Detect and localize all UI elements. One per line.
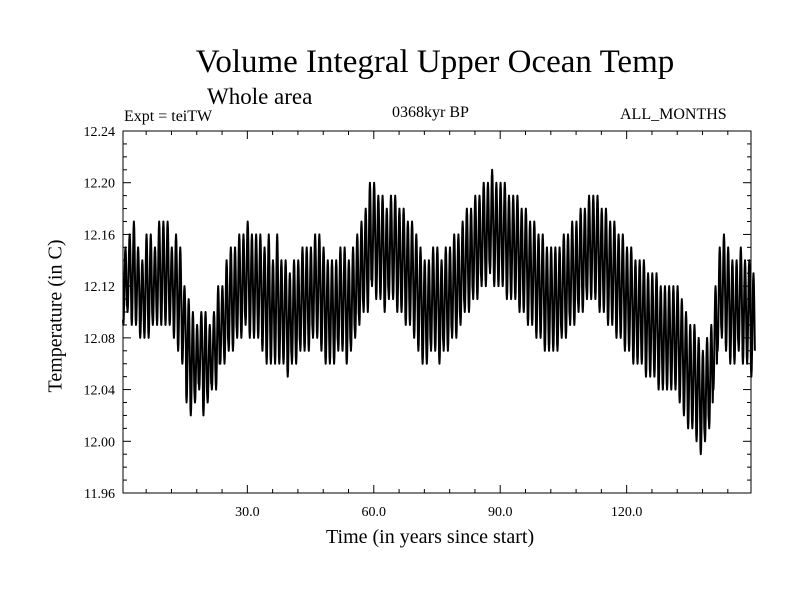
y-tick-label: 12.24 xyxy=(84,125,116,140)
temperature-series-line xyxy=(122,168,756,456)
experiment-label: Expt = teiTW xyxy=(124,108,213,125)
y-tick-label: 12.00 xyxy=(84,435,116,450)
chart-title: Volume Integral Upper Ocean Temp xyxy=(195,44,675,80)
y-tick-label: 12.12 xyxy=(84,280,116,295)
y-tick-label: 12.16 xyxy=(84,228,116,243)
y-tick-label: 12.08 xyxy=(84,332,116,347)
y-tick-label: 11.96 xyxy=(84,487,115,502)
x-tick-label: 120.0 xyxy=(611,505,643,520)
chart-subtitle: Whole area xyxy=(207,84,313,109)
y-tick-label: 12.04 xyxy=(84,384,116,399)
x-tick-label: 60.0 xyxy=(362,505,387,520)
months-label: ALL_MONTHS xyxy=(620,106,727,123)
x-axis-label: Time (in years since start) xyxy=(326,526,535,548)
period-label: 0368kyr BP xyxy=(392,104,469,121)
x-tick-label: 90.0 xyxy=(488,505,513,520)
y-tick-label: 12.20 xyxy=(84,177,116,192)
x-tick-label: 30.0 xyxy=(235,505,260,520)
